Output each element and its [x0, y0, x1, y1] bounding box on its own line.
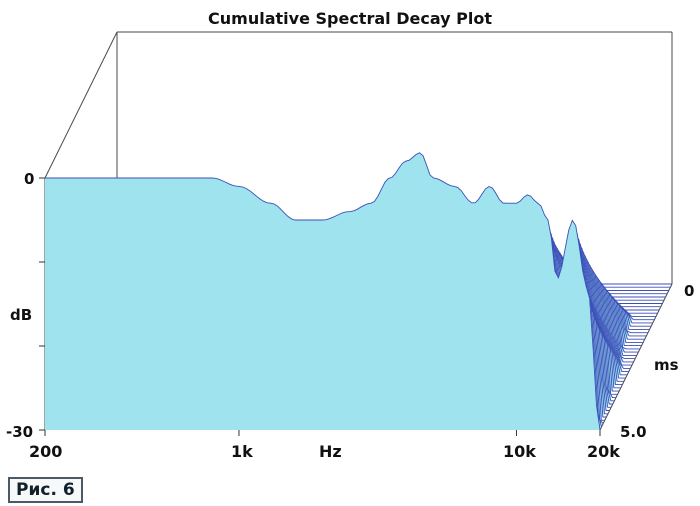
- x-axis-label: Hz: [319, 442, 342, 461]
- y-tick-label-0: 0: [24, 170, 35, 188]
- box-edge-0: [44, 31, 118, 179]
- box-edge-5: [599, 283, 673, 431]
- x-tick-label-1k: 1k: [231, 442, 253, 461]
- z-tick-label-5: 5.0: [620, 423, 647, 441]
- z-tick-label-0: 0: [684, 282, 695, 300]
- slice-line-0: [45, 152, 601, 431]
- chart-title: Cumulative Spectral Decay Plot: [208, 9, 492, 28]
- slice-fill-0: [45, 152, 600, 431]
- y-tick-label-minus30: -30: [6, 423, 34, 441]
- x-tick-label-10k: 10k: [503, 442, 536, 461]
- decay-slices: [45, 152, 672, 431]
- z-axis-label: ms: [654, 356, 679, 374]
- figure-caption: Рис. 6: [8, 477, 83, 503]
- y-axis-label: dB: [10, 306, 33, 324]
- front-axis-lines: [39, 177, 601, 436]
- x-tick-label-20k: 20k: [587, 442, 620, 461]
- x-tick-label-200: 200: [29, 442, 63, 461]
